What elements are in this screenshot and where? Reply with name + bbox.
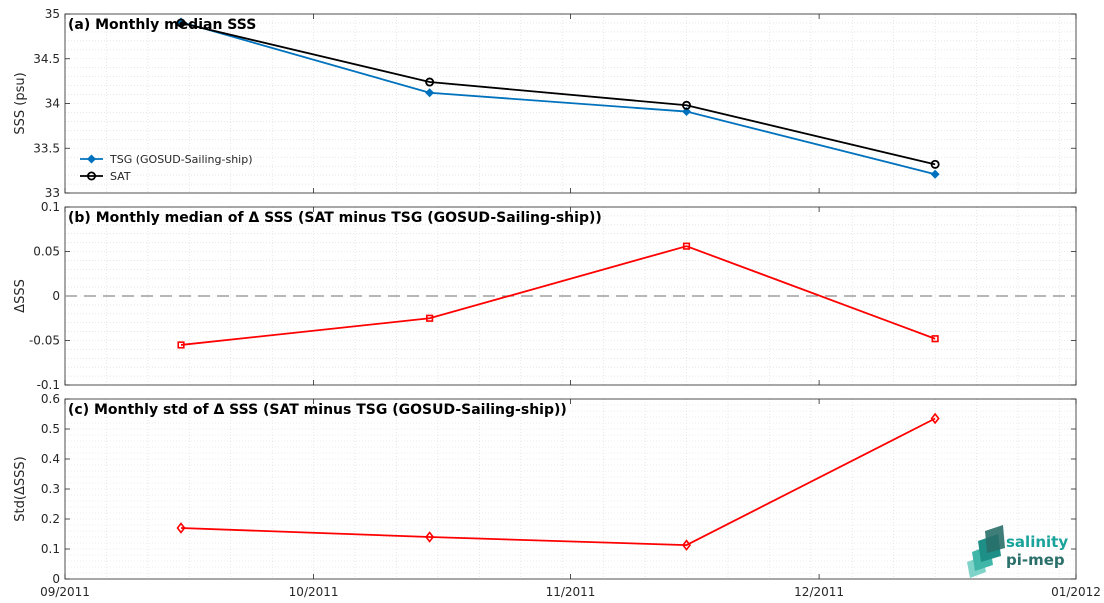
salinity-pi-mep-logo: salinity pi-mep bbox=[967, 525, 1068, 578]
legend-label: SAT bbox=[110, 170, 131, 183]
y-tick-label: 0.1 bbox=[41, 200, 60, 214]
y-tick-label: 0 bbox=[52, 572, 60, 586]
legend: TSG (GOSUD-Sailing-ship) SAT bbox=[80, 153, 253, 183]
data-point bbox=[177, 341, 185, 349]
y-tick-label: 0.2 bbox=[41, 512, 60, 526]
x-tick-label: 01/2012 bbox=[1051, 585, 1101, 599]
legend-marker bbox=[86, 154, 97, 164]
x-tick-label: 11/2011 bbox=[546, 585, 596, 599]
data-point bbox=[176, 522, 186, 534]
data-point bbox=[930, 412, 940, 425]
data-point bbox=[425, 88, 435, 98]
data-point bbox=[425, 531, 435, 543]
y-tick-label: 0.4 bbox=[41, 452, 60, 466]
series-line bbox=[180, 21, 936, 176]
y-tick-label: 34.5 bbox=[33, 52, 60, 66]
chart-panel-3: 0 0.1 0.2 0.3 0.4 0.5 0.6 Std(ΔSSS) (c) Monthly … bbox=[13, 392, 1077, 586]
data-point bbox=[426, 314, 434, 322]
y-tick-label: 0.05 bbox=[33, 245, 60, 259]
y-tick-label: 33.5 bbox=[33, 141, 60, 155]
series-line bbox=[180, 22, 936, 166]
panel-title: (b) Monthly median of Δ SSS (SAT minus T… bbox=[68, 210, 602, 226]
data-point bbox=[682, 242, 691, 250]
panel-title: (c) Monthly std of Δ SSS (SAT minus TSG … bbox=[68, 402, 567, 418]
x-tick-label: 10/2011 bbox=[289, 585, 339, 599]
y-tick-label: 0.5 bbox=[41, 422, 60, 436]
plot-area bbox=[65, 399, 1076, 579]
series-1 bbox=[177, 242, 939, 349]
x-tick-label: 09/2011 bbox=[40, 585, 90, 599]
logo-wave-icon bbox=[967, 525, 1005, 578]
y-tick-label: 34 bbox=[45, 97, 60, 111]
y-tick-label: 0.6 bbox=[41, 392, 60, 406]
logo-text-pi-mep: pi-mep bbox=[1006, 551, 1065, 569]
grid bbox=[64, 398, 1076, 580]
y-tick-label: 0 bbox=[52, 289, 60, 303]
data-point bbox=[176, 18, 186, 28]
y-tick-label: 0.3 bbox=[41, 482, 60, 496]
series-1 bbox=[176, 412, 940, 551]
panel-title: (a) Monthly median SSS bbox=[68, 17, 256, 33]
y-tick-label: 33 bbox=[45, 186, 60, 200]
series-2 bbox=[176, 18, 940, 169]
logo-text-salinity: salinity bbox=[1006, 533, 1068, 551]
data-point bbox=[930, 169, 940, 179]
data-point bbox=[425, 77, 435, 87]
data-point bbox=[682, 107, 692, 117]
y-tick-label: 35 bbox=[45, 7, 60, 21]
y-axis-label: Std(ΔSSS) bbox=[13, 456, 28, 521]
legend-label: TSG (GOSUD-Sailing-ship) bbox=[109, 153, 253, 166]
data-point bbox=[931, 335, 939, 343]
y-tick-label: -0.1 bbox=[37, 378, 60, 392]
data-point bbox=[682, 100, 692, 110]
y-axis-label: SSS (psu) bbox=[13, 72, 28, 134]
y-tick-label: 0.1 bbox=[41, 542, 60, 556]
legend-marker bbox=[87, 171, 97, 181]
data-point bbox=[682, 539, 692, 551]
x-tick-label: 12/2011 bbox=[794, 585, 844, 599]
y-tick-label: -0.05 bbox=[29, 334, 60, 348]
chart-panel-2: -0.1 -0.05 0 0.05 0.1 ΔSSS (b) Monthly median … bbox=[13, 200, 1077, 392]
data-point bbox=[930, 159, 940, 169]
series-line bbox=[180, 417, 936, 547]
y-axis-label: ΔSSS bbox=[13, 279, 28, 313]
chart-panel-1: 33 33.5 34 34.5 35 SSS (psu) (a) Monthly media… bbox=[13, 7, 1077, 200]
series-line bbox=[180, 245, 936, 346]
